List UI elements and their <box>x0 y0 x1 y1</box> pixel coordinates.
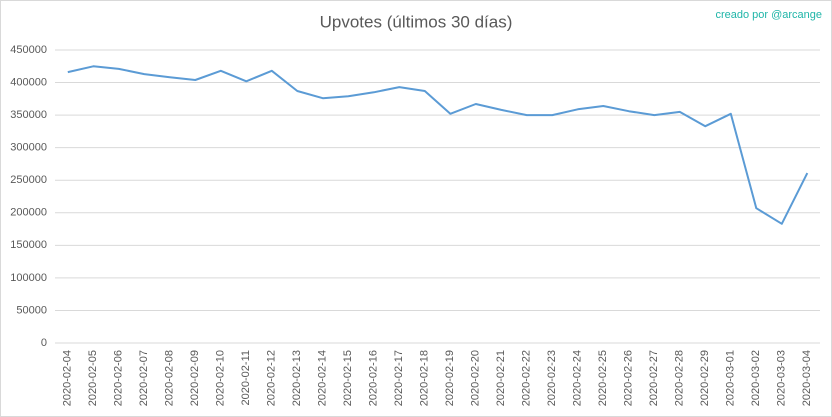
x-tick-label: 2020-02-17 <box>393 350 405 406</box>
y-tick-label: 300000 <box>10 142 47 154</box>
x-tick-label: 2020-02-09 <box>189 350 201 406</box>
x-tick-label: 2020-02-12 <box>266 350 278 406</box>
x-tick-label: 2020-02-19 <box>444 350 456 406</box>
x-tick-label: 2020-02-11 <box>240 350 252 405</box>
x-tick-label: 2020-02-22 <box>521 350 533 406</box>
x-tick-label: 2020-02-08 <box>164 350 176 406</box>
x-tick-label: 2020-02-04 <box>62 350 74 406</box>
credit: creado por @arcange <box>715 9 822 21</box>
x-tick-label: 2020-02-13 <box>291 350 303 406</box>
x-tick-label: 2020-02-18 <box>419 350 431 406</box>
x-tick-label: 2020-02-06 <box>113 350 125 406</box>
x-tick-label: 2020-02-15 <box>342 350 354 406</box>
x-tick-label: 2020-02-28 <box>674 350 686 406</box>
x-tick-label: 2020-02-21 <box>495 350 507 406</box>
x-tick-label: 2020-02-29 <box>699 350 711 406</box>
x-tick-label: 2020-03-03 <box>776 350 788 406</box>
x-tick-label: 2020-02-23 <box>546 350 558 406</box>
x-tick-label: 2020-02-26 <box>623 350 635 406</box>
x-tick-label: 2020-02-16 <box>368 350 380 406</box>
y-tick-label: 200000 <box>10 207 47 219</box>
x-tick-label: 2020-02-27 <box>648 350 660 406</box>
y-tick-label: 0 <box>41 337 47 349</box>
y-tick-label: 150000 <box>10 239 47 251</box>
x-tick-label: 2020-02-10 <box>215 350 227 406</box>
x-tick-label: 2020-02-07 <box>138 350 150 406</box>
x-tick-label: 2020-03-04 <box>801 350 813 406</box>
y-tick-label: 50000 <box>16 304 47 316</box>
line-series <box>67 65 809 225</box>
x-tick-label: 2020-02-05 <box>87 350 99 406</box>
x-tick-label: 2020-03-02 <box>750 350 762 406</box>
x-tick-label: 2020-02-25 <box>597 350 609 406</box>
chart-title: Upvotes (últimos 30 días) <box>320 12 513 31</box>
y-tick-label: 400000 <box>10 76 47 88</box>
y-tick-label: 100000 <box>10 272 47 284</box>
x-tick-label: 2020-03-01 <box>725 350 737 406</box>
y-tick-label: 250000 <box>10 174 47 186</box>
x-tick-label: 2020-02-14 <box>317 350 329 406</box>
y-tick-label: 450000 <box>10 44 47 56</box>
x-tick-label: 2020-02-20 <box>470 350 482 406</box>
x-tick-label: 2020-02-24 <box>572 350 584 406</box>
y-tick-label: 350000 <box>10 109 47 121</box>
